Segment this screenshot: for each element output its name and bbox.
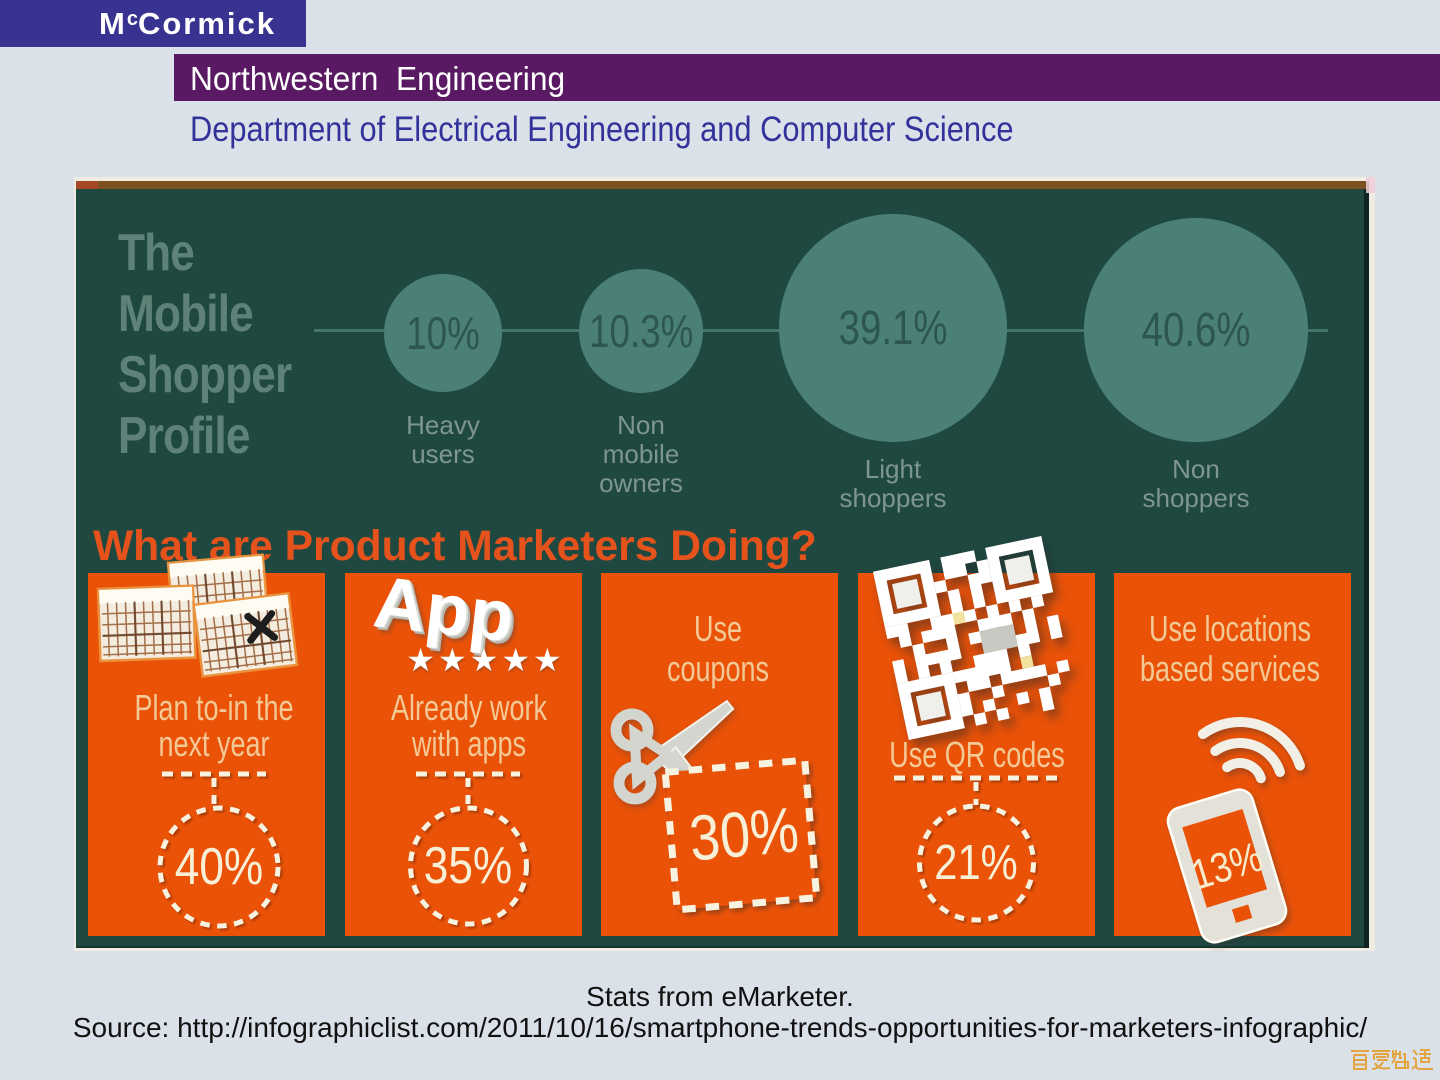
card-value: 40% xyxy=(174,838,264,896)
infographic-frame: The Mobile Shopper Profile 10% 10.3% 39.… xyxy=(74,177,1375,951)
department-title: Department of Electrical Engineering and… xyxy=(190,110,1014,149)
coupon-dashed-box xyxy=(661,756,821,914)
shopper-value: 39.1% xyxy=(838,301,948,355)
shopper-value: 10% xyxy=(406,307,480,359)
shopper-bubble: 10.3% xyxy=(579,269,703,393)
shopper-value: 40.6% xyxy=(1141,303,1251,357)
shopper-value: 10.3% xyxy=(588,305,694,357)
card-value: 21% xyxy=(934,836,1018,890)
card-plan-next-year: Plan to-in the next year 40% xyxy=(88,553,325,936)
shopper-label: Non mobile owners xyxy=(599,410,683,498)
watermark-baidu-zhidao: 百度知道 xyxy=(1350,1046,1434,1072)
logo-superscript: c xyxy=(126,7,138,30)
card-value: 30% xyxy=(686,793,802,875)
card-location-services: Use locations based services 13% xyxy=(1114,573,1351,944)
mccormick-banner: McCormick xyxy=(0,0,306,47)
infographic: The Mobile Shopper Profile 10% 10.3% 39.… xyxy=(76,177,1375,948)
shopper-bubble: 40.6% xyxy=(1084,218,1308,442)
dashed-callout xyxy=(157,771,281,929)
dashed-callout xyxy=(893,775,1058,923)
watermark-glyph-art xyxy=(1351,1049,1433,1070)
card-label: Use coupons xyxy=(666,608,770,689)
card-use-qr-codes: Use QR codes 21% xyxy=(857,535,1095,936)
dashed-callout xyxy=(407,771,529,927)
school-name: Northwestern Engineering xyxy=(190,60,566,97)
wifi-waves-icon xyxy=(1197,716,1305,784)
shopper-bubble: 10% xyxy=(384,274,502,392)
card-work-with-apps: App ★★★★★ Already work with apps 35% xyxy=(344,562,582,936)
card-use-coupons: Use coupons 30% xyxy=(601,573,838,936)
profile-title: The Mobile Shopper Profile xyxy=(118,224,292,465)
card-value: 35% xyxy=(423,837,513,895)
corner-artifact xyxy=(1366,177,1375,193)
shopper-label: Heavy users xyxy=(406,410,480,469)
five-stars-icon: ★★★★★ xyxy=(406,642,565,678)
school-bar: Northwestern Engineering xyxy=(174,54,1440,101)
mccormick-logo: McCormick xyxy=(99,6,276,42)
logo-prefix: M xyxy=(99,5,127,41)
infographic-top-border xyxy=(76,181,1369,189)
card-label: Plan to-in the next year xyxy=(134,687,294,764)
shopper-label: Non shoppers xyxy=(1142,454,1250,513)
card-label: Already work with apps xyxy=(390,687,547,764)
card-label: Use QR codes xyxy=(888,734,1065,775)
footer-stats: Stats from eMarketer. xyxy=(586,981,854,1012)
footer-source: Source: http://infographiclist.com/2011/… xyxy=(72,1012,1368,1043)
calendar-icon xyxy=(96,553,299,678)
watermark-text: 百度知道 xyxy=(1350,1046,1434,1076)
logo-rest: Cormick xyxy=(137,5,276,41)
qr-code-icon xyxy=(872,535,1070,741)
top-border-red-segment xyxy=(76,181,98,189)
card-label: Use locations based services xyxy=(1139,608,1321,689)
shopper-label: Light shoppers xyxy=(839,454,947,513)
phone-location-icon xyxy=(1166,716,1305,944)
shopper-bubble: 39.1% xyxy=(779,214,1007,442)
